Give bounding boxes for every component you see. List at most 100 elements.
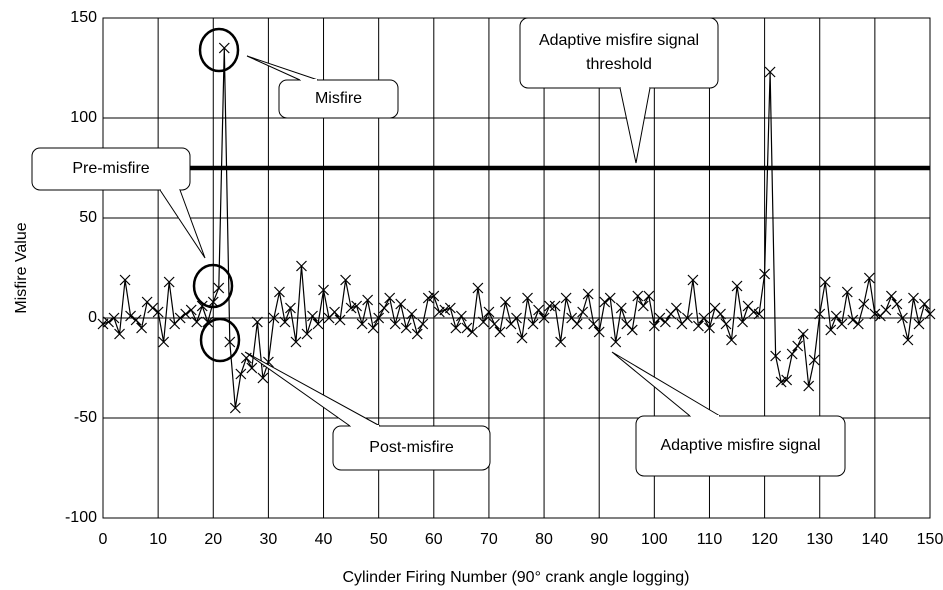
marker bbox=[577, 306, 589, 318]
marker bbox=[615, 302, 627, 314]
marker bbox=[648, 320, 660, 332]
callout-box bbox=[519, 17, 719, 89]
callout-box bbox=[635, 415, 846, 477]
marker bbox=[902, 334, 914, 346]
marker bbox=[544, 300, 556, 312]
marker bbox=[494, 326, 506, 338]
highlight-circle bbox=[192, 263, 234, 309]
highlight-circle bbox=[199, 317, 241, 363]
marker bbox=[229, 402, 241, 414]
marker bbox=[819, 276, 831, 288]
marker bbox=[527, 318, 539, 330]
x-tick-label: 130 bbox=[806, 531, 833, 548]
x-tick-label: 90 bbox=[590, 531, 608, 548]
marker bbox=[301, 328, 313, 340]
x-tick-label: 0 bbox=[99, 531, 108, 548]
marker bbox=[461, 322, 473, 334]
marker bbox=[455, 310, 467, 322]
marker bbox=[659, 316, 671, 328]
callout-box bbox=[278, 79, 399, 119]
marker bbox=[334, 314, 346, 326]
marker bbox=[207, 296, 219, 308]
marker bbox=[560, 292, 572, 304]
annotation: Adaptive misfire signal threshold bbox=[538, 32, 700, 73]
marker bbox=[549, 300, 561, 312]
marker bbox=[213, 282, 225, 294]
marker bbox=[114, 328, 125, 340]
marker bbox=[450, 322, 462, 334]
marker bbox=[224, 336, 236, 348]
marker bbox=[103, 316, 114, 328]
callout-pointer bbox=[159, 189, 206, 259]
marker bbox=[654, 312, 666, 324]
marker bbox=[830, 310, 842, 322]
marker bbox=[218, 42, 230, 54]
marker bbox=[720, 318, 732, 330]
marker bbox=[731, 280, 743, 292]
marker bbox=[582, 288, 594, 300]
marker bbox=[257, 372, 269, 384]
marker bbox=[500, 296, 511, 308]
marker bbox=[174, 312, 186, 324]
marker bbox=[698, 312, 710, 324]
marker bbox=[130, 314, 142, 326]
y-tick-label: -100 bbox=[65, 509, 97, 526]
marker bbox=[841, 286, 853, 298]
marker bbox=[593, 326, 605, 338]
callout-box bbox=[332, 425, 491, 471]
marker bbox=[108, 312, 120, 324]
marker bbox=[737, 316, 748, 328]
marker bbox=[472, 282, 484, 294]
marker bbox=[885, 290, 897, 302]
y-tick-label: 50 bbox=[79, 209, 97, 226]
y-axis-label: Misfire Value bbox=[13, 222, 30, 313]
marker bbox=[814, 308, 826, 320]
marker bbox=[803, 380, 815, 392]
marker bbox=[588, 318, 600, 330]
annotation: Misfire bbox=[314, 90, 363, 107]
marker bbox=[191, 316, 203, 328]
marker bbox=[538, 312, 550, 324]
marker bbox=[726, 334, 737, 346]
marker bbox=[781, 374, 793, 386]
y-tick-label: -50 bbox=[74, 409, 97, 426]
marker bbox=[279, 316, 291, 328]
marker bbox=[858, 298, 870, 310]
marker bbox=[318, 284, 329, 296]
marker bbox=[158, 336, 170, 348]
marker bbox=[268, 312, 280, 324]
marker bbox=[483, 306, 495, 318]
marker bbox=[693, 320, 704, 332]
x-tick-label: 50 bbox=[370, 531, 388, 548]
marker bbox=[290, 336, 302, 348]
marker bbox=[919, 298, 930, 310]
marker bbox=[522, 292, 533, 304]
marker bbox=[152, 306, 164, 318]
x-tick-label: 40 bbox=[315, 531, 333, 548]
marker bbox=[285, 302, 296, 314]
marker bbox=[307, 310, 318, 322]
marker bbox=[599, 296, 611, 308]
marker bbox=[632, 290, 644, 302]
x-tick-label: 60 bbox=[425, 531, 443, 548]
marker bbox=[202, 316, 214, 328]
callout-pointer bbox=[619, 87, 651, 164]
marker bbox=[329, 306, 340, 318]
marker bbox=[891, 298, 903, 310]
marker bbox=[378, 302, 390, 314]
marker bbox=[637, 300, 649, 312]
marker bbox=[489, 318, 500, 330]
x-tick-label: 100 bbox=[641, 531, 668, 548]
marker bbox=[908, 292, 919, 304]
marker bbox=[604, 292, 616, 304]
marker bbox=[296, 260, 307, 272]
marker bbox=[274, 286, 285, 298]
annotation: Pre-misfire bbox=[72, 160, 150, 177]
marker bbox=[913, 318, 925, 330]
marker bbox=[797, 328, 809, 340]
marker bbox=[764, 66, 776, 78]
marker bbox=[389, 318, 401, 330]
marker bbox=[367, 322, 379, 334]
